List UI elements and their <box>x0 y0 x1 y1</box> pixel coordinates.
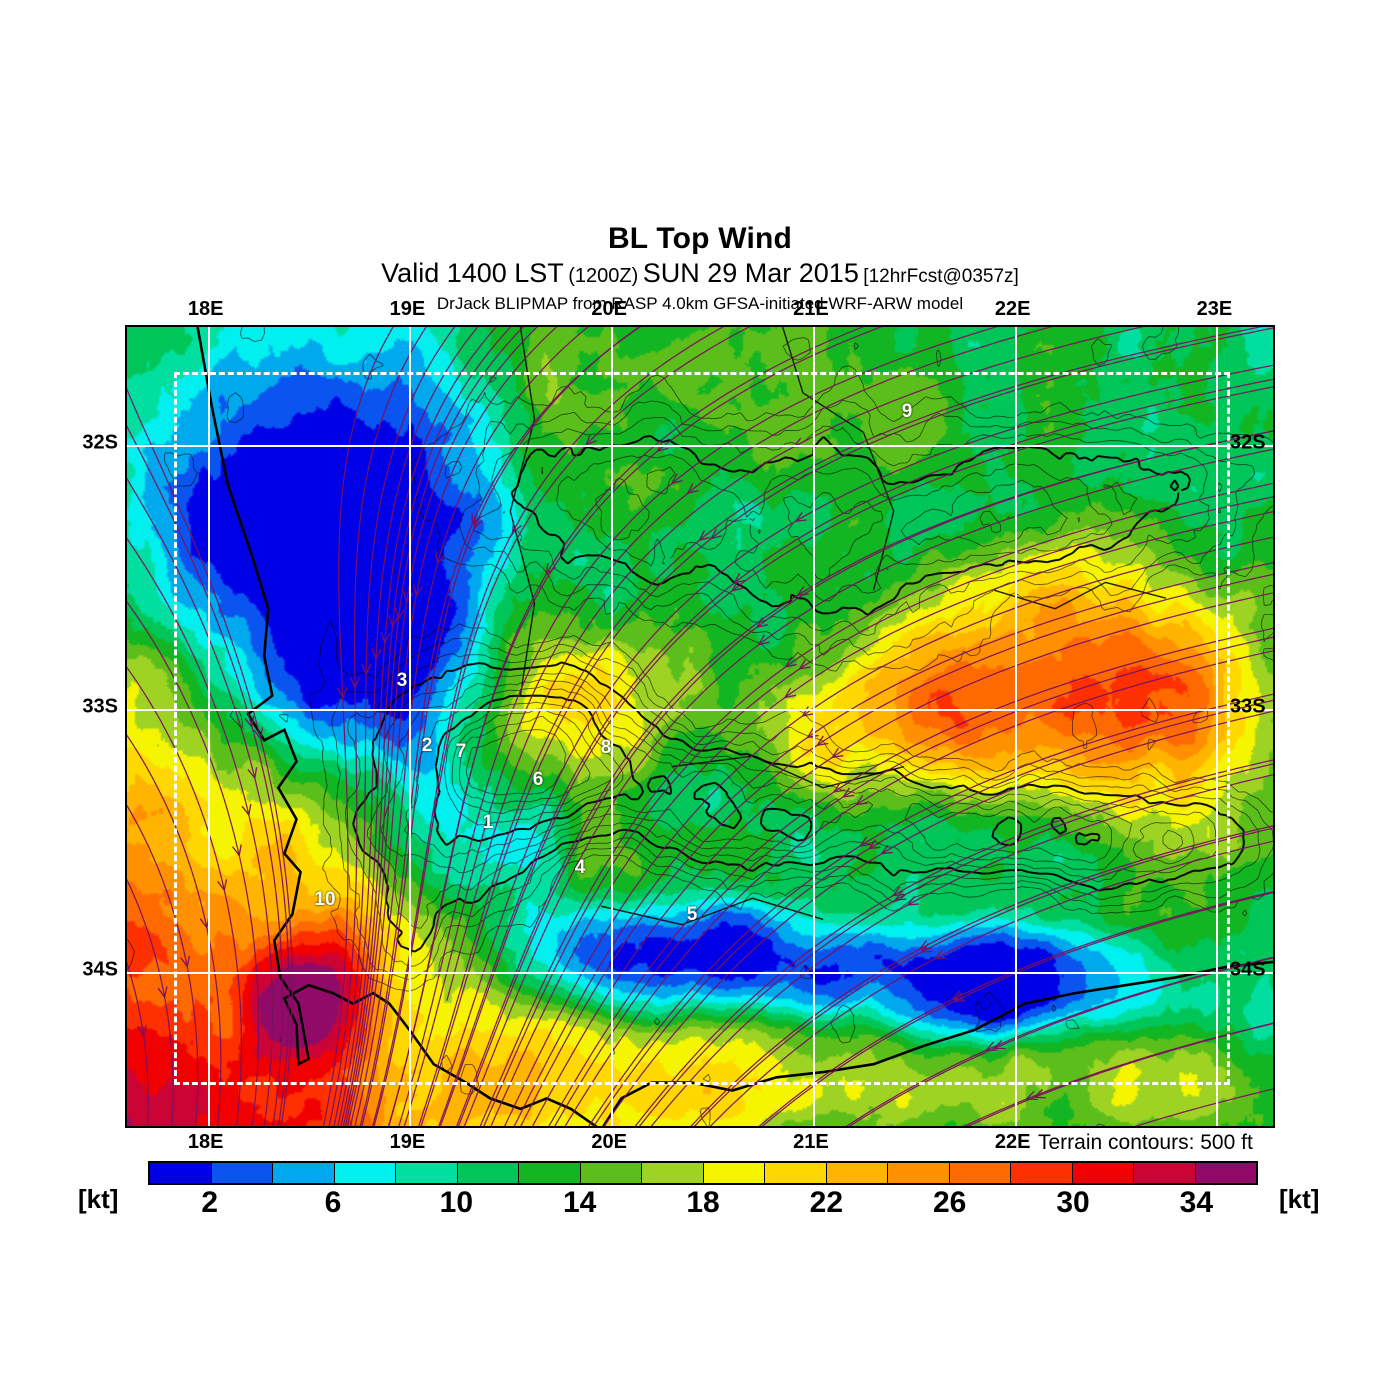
site-marker-10[interactable]: 10 <box>314 889 336 910</box>
graticule-parallel <box>127 972 1273 975</box>
colorbar-band-15 <box>1072 1163 1134 1183</box>
site-marker-6[interactable]: 6 <box>532 769 544 790</box>
terrain-contour-note: Terrain contours: 500 ft <box>1038 1131 1253 1154</box>
colorbar-band-9 <box>703 1163 765 1183</box>
lon-tick-top-20E: 20E <box>591 298 627 320</box>
colorbar-band-7 <box>580 1163 642 1183</box>
graticule-meridian <box>409 327 412 1126</box>
lon-tick-bottom-21E: 21E <box>793 1131 829 1153</box>
colorbar-tick-26: 26 <box>932 1186 967 1219</box>
colorbar-band-12 <box>888 1163 950 1183</box>
valid-prefix: Valid 1400 LST <box>381 258 564 288</box>
colorbar-band-11 <box>826 1163 888 1183</box>
lon-tick-bottom-22E: 22E <box>994 1131 1031 1153</box>
colorbar-band-3 <box>334 1163 396 1183</box>
colorbar-tick-18: 18 <box>686 1186 720 1219</box>
colorbar-tick-6: 6 <box>324 1186 342 1219</box>
lat-tick-right-33S: 33S <box>1230 695 1266 718</box>
site-marker-3[interactable]: 3 <box>396 670 408 691</box>
lon-tick-bottom-19E: 19E <box>389 1131 426 1153</box>
graticule-parallel <box>127 445 1273 448</box>
lon-tick-top-23E: 23E <box>1196 298 1233 320</box>
model-source-line: DrJack BLIPMAP from RASP 4.0km GFSA-init… <box>436 294 964 313</box>
colorbar-tick-2: 2 <box>201 1186 218 1219</box>
colorbar-tick-34: 34 <box>1179 1186 1214 1219</box>
valid-z: (1200Z) <box>568 265 639 287</box>
colorbar-tick-30: 30 <box>1056 1186 1090 1219</box>
graticule-parallel <box>127 708 1273 711</box>
colorbar-band-8 <box>642 1163 704 1183</box>
colorbar-band-16 <box>1134 1163 1196 1183</box>
colorbar-unit-left: [kt] <box>78 1184 119 1214</box>
wind-map-plot[interactable]: 9 3 2 7 8 6 1 4 10 5 <box>125 325 1275 1128</box>
site-marker-9[interactable]: 9 <box>901 401 913 422</box>
colorbar-unit-right: [kt] <box>1279 1184 1320 1214</box>
lon-tick-top-18E: 18E <box>187 298 224 320</box>
graticule-meridian <box>207 327 210 1126</box>
colorbar-band-0 <box>150 1163 212 1183</box>
colorbar-tick-10: 10 <box>439 1186 474 1219</box>
graticule-meridian <box>611 327 614 1126</box>
colorbar-band-6 <box>519 1163 581 1183</box>
graticule-meridian <box>1014 327 1017 1126</box>
colorbar-band-1 <box>211 1163 273 1183</box>
site-marker-5[interactable]: 5 <box>686 904 698 925</box>
lat-tick-left-34S: 34S <box>82 958 118 981</box>
colorbar-band-2 <box>273 1163 335 1183</box>
lon-tick-top-22E: 22E <box>994 298 1031 320</box>
page-title: BL Top Wind <box>607 222 793 255</box>
valid-date: SUN 29 Mar 2015 <box>642 258 859 288</box>
site-marker-1[interactable]: 1 <box>482 812 494 833</box>
lat-tick-right-32S: 32S <box>1230 431 1266 454</box>
lat-tick-left-32S: 32S <box>82 431 118 454</box>
forecast-tag: [12hrFcst@0357z] <box>863 266 1019 287</box>
lat-tick-right-34S: 34S <box>1230 958 1266 981</box>
colorbar-band-14 <box>1011 1163 1073 1183</box>
lon-tick-top-21E: 21E <box>793 298 829 320</box>
domain-boundary-box <box>174 372 1230 1085</box>
map-vector-overlay <box>127 327 1273 1126</box>
colorbar-band-5 <box>457 1163 519 1183</box>
colorbar-band-10 <box>765 1163 827 1183</box>
colorbar-swatches <box>148 1161 1258 1185</box>
site-marker-2[interactable]: 2 <box>421 735 433 756</box>
colorbar-band-13 <box>949 1163 1011 1183</box>
graticule-meridian <box>812 327 815 1126</box>
graticule-meridian <box>1216 327 1219 1126</box>
site-marker-4[interactable]: 4 <box>574 857 586 878</box>
title-block: BL Top Wind Valid 1400 LST (1200Z) SUN 2… <box>0 222 1400 315</box>
colorbar-band-17 <box>1195 1163 1256 1183</box>
site-marker-8[interactable]: 8 <box>600 737 612 758</box>
colorbar-tick-14: 14 <box>562 1186 597 1219</box>
colorbar-legend: [kt] [kt] 2 6 10 14 18 22 26 30 34 <box>0 1158 1400 1248</box>
valid-time-line: Valid 1400 LST (1200Z) SUN 29 Mar 2015 [… <box>0 256 1400 295</box>
lat-tick-left-33S: 33S <box>82 695 118 718</box>
colorbar-band-4 <box>396 1163 458 1183</box>
lon-tick-bottom-18E: 18E <box>187 1131 224 1153</box>
colorbar-tick-22: 22 <box>809 1186 844 1219</box>
site-marker-7[interactable]: 7 <box>455 741 467 762</box>
lon-tick-top-19E: 19E <box>389 298 426 320</box>
lon-tick-bottom-20E: 20E <box>591 1131 627 1153</box>
